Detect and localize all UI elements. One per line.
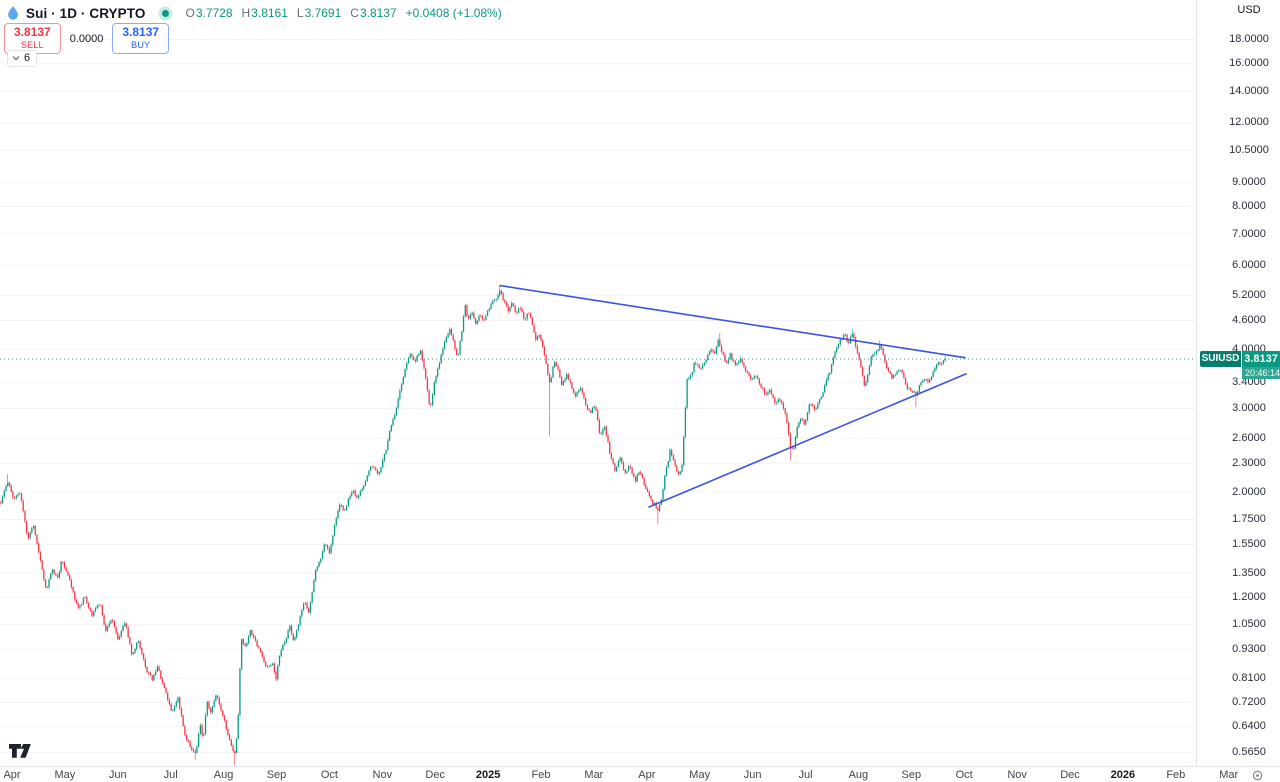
market-status-icon[interactable] xyxy=(162,9,170,17)
last-price-label: 3.8137 xyxy=(1242,351,1280,368)
time-tick-year-label: 2026 xyxy=(1110,769,1136,781)
buy-price: 3.8137 xyxy=(122,25,160,39)
objects-collapse-chip[interactable]: 6 xyxy=(7,50,38,67)
price-tick-label: 1.5500 xyxy=(1232,538,1266,551)
time-tick-label: Apr xyxy=(638,769,656,781)
objects-count: 6 xyxy=(24,52,31,64)
down-candle-bodies xyxy=(0,290,941,754)
sui-logo-icon xyxy=(8,6,18,20)
symbol-title[interactable]: Sui · 1D · CRYPTO xyxy=(26,5,146,21)
down-candle-wicks xyxy=(0,289,941,766)
price-tick-label: 1.0500 xyxy=(1232,618,1266,631)
price-axis-unit-button[interactable]: USD xyxy=(1237,4,1261,16)
time-tick-label: Jun xyxy=(743,769,762,781)
open-value: 3.7728 xyxy=(195,6,233,20)
high-label: H xyxy=(241,6,251,20)
buy-label: BUY xyxy=(131,39,151,50)
close-value: 3.8137 xyxy=(359,6,397,20)
low-value: 3.7691 xyxy=(304,6,342,20)
time-axis-settings-icon[interactable] xyxy=(1252,770,1263,781)
price-tick-label: 0.5650 xyxy=(1232,745,1266,758)
time-tick-label: Mar xyxy=(1219,769,1239,781)
price-tick-label: 0.9300 xyxy=(1232,643,1266,656)
tradingview-logo[interactable] xyxy=(8,743,36,760)
ticker-label: SUIUSD xyxy=(1200,351,1241,368)
price-tick-label: 2.0000 xyxy=(1232,485,1266,498)
buy-button[interactable]: 3.8137 BUY xyxy=(112,23,170,55)
change-value: +0.0408 (+1.08%) xyxy=(405,6,502,20)
price-tick-label: 3.0000 xyxy=(1232,402,1266,415)
time-tick-year-label: 2025 xyxy=(475,769,501,781)
price-tick-label: 4.6000 xyxy=(1232,313,1266,326)
time-tick-label: Dec xyxy=(1060,769,1080,781)
sell-price: 3.8137 xyxy=(14,25,51,39)
price-tick-label: 0.8100 xyxy=(1232,671,1266,684)
bar-close-countdown: 20:46:14 xyxy=(1242,367,1280,380)
price-tick-label: 2.6000 xyxy=(1232,431,1266,444)
time-tick-label: Jul xyxy=(798,769,813,781)
sell-button[interactable]: 3.8137 SELL xyxy=(4,23,61,55)
price-tick-label: 1.7500 xyxy=(1232,513,1266,526)
spread-value: 0.0000 xyxy=(69,32,104,45)
price-tick-label: 3.4000 xyxy=(1232,376,1266,389)
symbol-header: Sui · 1D · CRYPTO O 3.7728 H 3.8161 L 3.769… xyxy=(7,5,502,21)
price-tick-label: 9.0000 xyxy=(1232,175,1266,188)
trade-panel: 3.8137 SELL 0.0000 3.8137 BUY xyxy=(4,23,170,55)
time-tick-label: Feb xyxy=(1166,769,1186,781)
price-tick-label: 6.0000 xyxy=(1232,259,1266,272)
low-label: L xyxy=(296,6,304,20)
triangle-lower-trendline[interactable] xyxy=(648,373,967,508)
time-tick-label: Nov xyxy=(372,769,393,781)
time-tick-label: Oct xyxy=(320,769,338,781)
ohlc-values: O 3.7728 H 3.8161 L 3.7691 C 3.8137 +0.0408 … xyxy=(185,6,501,20)
chevron-down-icon xyxy=(12,56,20,61)
time-tick-label: Aug xyxy=(848,769,869,781)
time-tick-label: Oct xyxy=(955,769,973,781)
time-tick-label: Dec xyxy=(425,769,445,781)
time-tick-label: May xyxy=(54,769,76,781)
triangle-upper-trendline[interactable] xyxy=(499,284,966,359)
price-tick-label: 18.0000 xyxy=(1229,32,1269,45)
price-tick-label: 8.0000 xyxy=(1232,199,1266,212)
price-tick-label: 5.2000 xyxy=(1232,288,1266,301)
price-tick-label: 14.0000 xyxy=(1229,84,1269,97)
price-axis[interactable]: USD 18.0000 16.0000 14.0000 12.0000 10.5000 9… xyxy=(1196,0,1280,766)
time-tick-label: Sep xyxy=(266,769,287,781)
time-tick-label: Jul xyxy=(163,769,178,781)
high-value: 3.8161 xyxy=(251,6,288,20)
price-tick-label: 0.6400 xyxy=(1232,720,1266,733)
price-tick-label: 1.3500 xyxy=(1232,566,1266,579)
time-tick-label: Nov xyxy=(1007,769,1027,781)
price-tick-label: 7.0000 xyxy=(1232,227,1266,240)
price-tick-label: 0.7200 xyxy=(1232,696,1266,708)
open-label: O xyxy=(185,6,195,20)
price-tick-label: 1.2000 xyxy=(1232,590,1266,603)
time-tick-label: Mar xyxy=(584,769,604,781)
time-tick-label: Feb xyxy=(531,769,551,781)
price-tick-label: 12.0000 xyxy=(1229,116,1269,129)
price-tick-label: 10.5000 xyxy=(1229,143,1269,156)
price-tick-label: 16.0000 xyxy=(1229,57,1269,70)
close-label: C xyxy=(350,6,359,20)
time-tick-label: Apr xyxy=(3,769,21,781)
price-tick-label: 2.3000 xyxy=(1232,456,1266,469)
time-axis[interactable]: Apr May Jun Jul Aug Sep Oct Nov Dec 2025 Feb Mar Apr… xyxy=(0,766,1280,782)
up-candle-bodies xyxy=(1,290,946,754)
time-tick-label: Aug xyxy=(213,769,234,781)
time-tick-label: May xyxy=(689,769,711,781)
sell-label: SELL xyxy=(20,39,44,50)
time-tick-label: Sep xyxy=(901,769,922,781)
time-tick-label: Jun xyxy=(108,769,127,781)
